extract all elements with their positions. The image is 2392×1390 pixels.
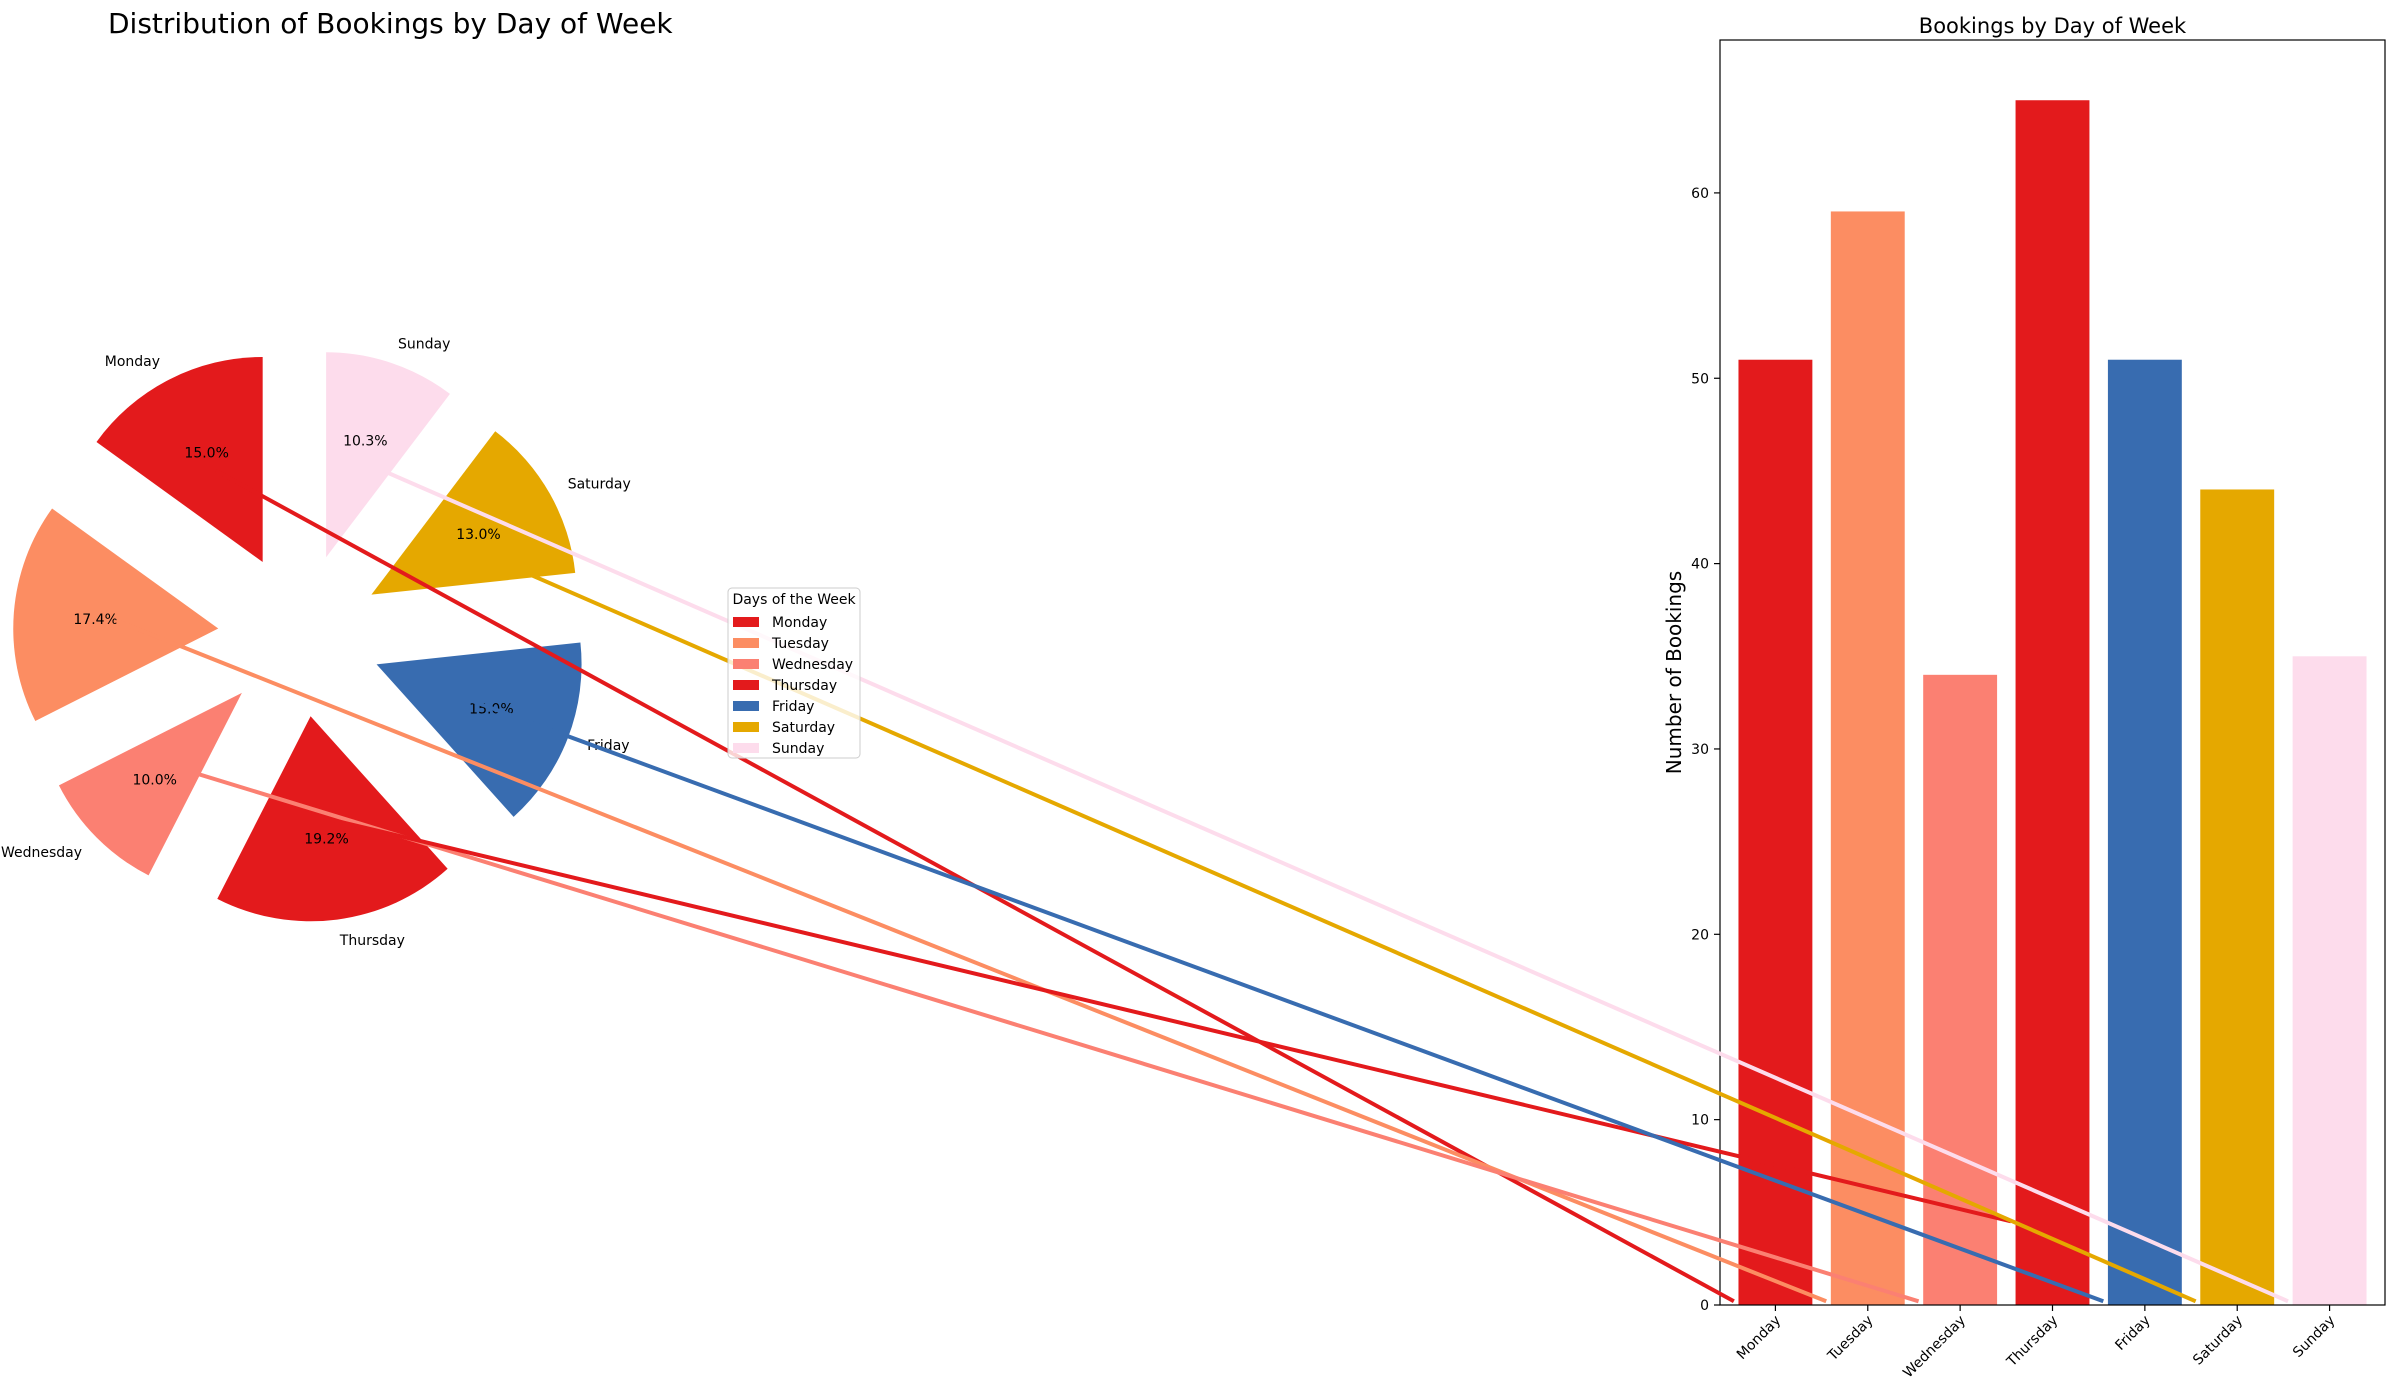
x-tick-label: Thursday [2003, 1313, 2061, 1371]
x-tick-label: Sunday [2290, 1313, 2338, 1361]
pie-slice-monday [96, 356, 263, 562]
connector-wednesday [168, 763, 1920, 1304]
legend-swatch [733, 722, 759, 732]
pie-slice-tuesday [13, 508, 219, 722]
pie-category-label: Sunday [398, 337, 450, 353]
pie-percent-label: 19.2% [304, 831, 348, 847]
legend-swatch [733, 743, 759, 753]
legend-swatch [733, 638, 759, 648]
y-tick-label: 20 [1691, 927, 1709, 943]
legend-entry: Sunday [772, 741, 824, 757]
x-tick-label: Saturday [2190, 1313, 2246, 1369]
y-axis-label: Number of Bookings [1662, 571, 1686, 774]
y-tick-label: 0 [1700, 1298, 1709, 1314]
bar-chart: Bookings by Day of Week 0 10 20 30 40 50 60 Mond… [1662, 14, 2386, 1382]
pie-chart: Distribution of Bookings by Day of Week 1… [1, 7, 673, 949]
legend-swatch [733, 617, 759, 627]
y-tick-label: 50 [1691, 371, 1709, 387]
legend-swatch [733, 680, 759, 690]
pie-slice-sunday [326, 352, 450, 558]
pie-percent-label: 13.0% [456, 527, 500, 543]
legend-entry: Wednesday [772, 657, 853, 673]
pie-category-label: Wednesday [1, 845, 82, 861]
y-tick-label: 30 [1691, 742, 1709, 758]
pie-category-label: Friday [587, 738, 629, 754]
legend-entry: Monday [772, 615, 827, 631]
pie-slice-wednesday [58, 692, 242, 876]
bar-chart-title: Bookings by Day of Week [1919, 14, 2187, 38]
connector-sunday [358, 458, 2289, 1304]
pie-percent-label: 10.3% [343, 434, 387, 450]
pie-category-label: Saturday [568, 477, 631, 493]
legend-entry: Saturday [772, 720, 835, 736]
bar-friday [2107, 359, 2182, 1305]
x-tick-label: Friday [2112, 1313, 2153, 1354]
bar-monday [1738, 359, 1813, 1305]
y-tick-label: 40 [1691, 557, 1709, 573]
bar-tuesday [1830, 211, 1905, 1305]
connector-friday [471, 699, 2104, 1304]
x-tick-label: Wednesday [1900, 1313, 1969, 1382]
connector-thursday [323, 816, 2012, 1224]
pie-category-label: Thursday [339, 933, 405, 949]
legend-entry: Thursday [771, 678, 837, 694]
y-tick-label: 60 [1691, 186, 1709, 202]
pie-slice-saturday [371, 431, 576, 595]
legend-box [727, 587, 861, 759]
pie-category-label: Monday [105, 354, 160, 370]
connector-lines [115, 458, 2289, 1304]
legend-entry: Tuesday [771, 636, 829, 652]
legend-entry: Friday [772, 699, 814, 715]
legend-swatch [733, 659, 759, 669]
x-tick-label: Tuesday [1824, 1313, 1876, 1365]
y-tick-label: 10 [1691, 1113, 1709, 1129]
pie-percent-label: 15.0% [184, 445, 228, 461]
connector-tuesday [115, 618, 1827, 1304]
bar-sunday [2292, 656, 2367, 1305]
x-tick-label: Monday [1734, 1313, 1784, 1363]
bar-thursday [2015, 100, 2090, 1306]
pie-slice-friday [376, 642, 582, 817]
pie-chart-title: Distribution of Bookings by Day of Week [108, 7, 673, 40]
pie-legend: Days of the Week Monday Tuesday Wednesday Th… [727, 587, 861, 759]
bar-saturday [2200, 489, 2275, 1305]
legend-title: Days of the Week [732, 592, 856, 608]
legend-swatch [733, 701, 759, 711]
pie-percent-label: 17.4% [73, 612, 117, 628]
pie-percent-label: 10.0% [132, 773, 176, 789]
